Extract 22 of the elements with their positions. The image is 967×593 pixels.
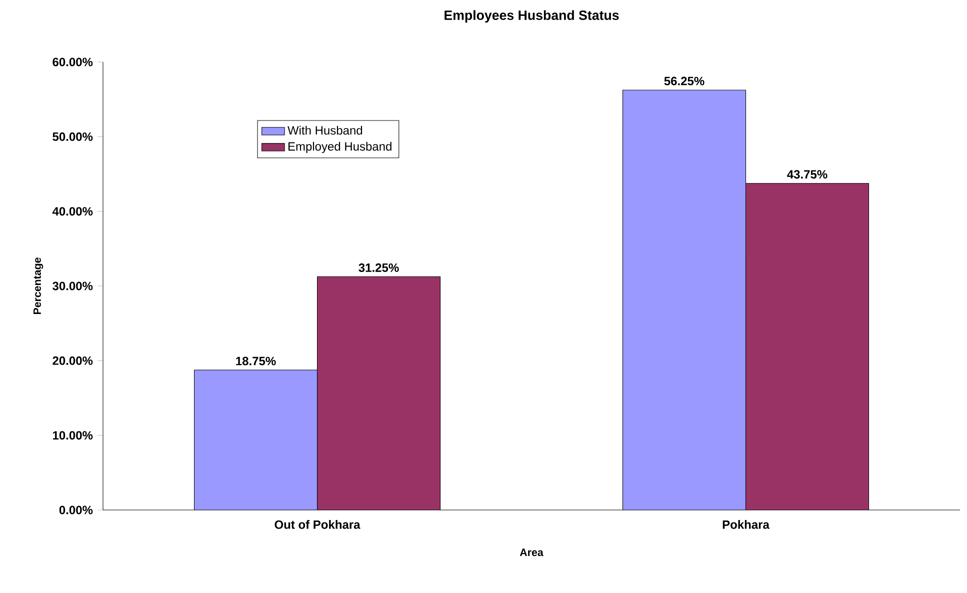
bar [194,370,318,510]
bar [317,276,440,510]
y-tick-label: 0.00% [59,506,93,514]
legend-label: Employed Husband [288,142,392,154]
legend-label: With Husband [288,126,362,135]
y-axis-title: Percentage [34,258,44,314]
data-label: 43.75% [787,170,828,179]
y-tick-label: 50.00% [52,132,93,141]
bar [745,183,870,510]
x-axis-title: Area [520,548,544,556]
x-tick-label: Pokhara [722,520,770,529]
data-label: 31.25% [358,263,399,272]
bar [622,90,746,510]
y-tick-label: 60.00% [52,58,93,66]
data-label: 56.25% [664,76,704,86]
y-tick-label: 20.00% [52,356,93,365]
y-tick-label: 10.00% [53,431,93,440]
y-tick-label: 30.00% [52,282,93,290]
x-tick-label: Out of Pokhara [274,520,360,529]
y-tick-label: 40.00% [52,207,93,216]
chart-title: Employees Husband Status [444,10,619,23]
data-label: 18.75% [236,356,276,366]
